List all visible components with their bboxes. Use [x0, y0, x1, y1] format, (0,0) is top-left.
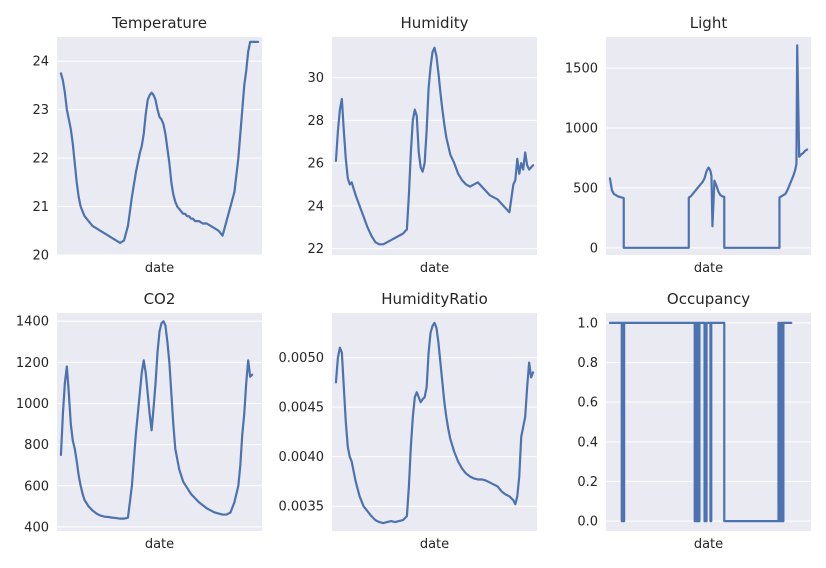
temperature-ytick-label: 22 [32, 152, 49, 167]
co2-ytick-label: 1200 [16, 356, 49, 371]
humidity-ytick-label: 26 [307, 157, 324, 172]
temperature-series-line [59, 40, 260, 244]
light-ytick-label: 1000 [565, 122, 598, 137]
humidityratio-xlabel: date [420, 537, 449, 552]
temperature-panel: 20 21 22 23 24 Temperature date [32, 14, 262, 276]
humidity-title: Humidity [400, 14, 468, 32]
occupancy-ytick-label: 0.4 [577, 435, 598, 450]
co2-ytick-label: 600 [24, 479, 49, 494]
co2-plot-area [57, 313, 262, 531]
co2-ytick-label: 400 [24, 520, 49, 535]
occupancy-ytick-label: 0.0 [577, 515, 598, 530]
occupancy-ytick-label: 1.0 [577, 316, 598, 331]
humidity-xlabel: date [420, 261, 449, 276]
temperature-plot-area [57, 37, 262, 255]
occupancy-ytick-label: 0.6 [577, 396, 598, 411]
humidity-series-line [334, 46, 535, 246]
light-panel: 0 500 1000 1500 Light date [565, 14, 811, 276]
co2-series-line [59, 320, 254, 520]
co2-ytick-label: 1000 [16, 397, 49, 412]
occupancy-plot-area [606, 313, 811, 531]
light-ytick-label: 500 [573, 181, 598, 196]
co2-title: CO2 [144, 290, 176, 308]
humidityratio-series-line [334, 321, 535, 525]
occupancy-panel: 0.0 0.2 0.4 0.6 0.8 1.0 Occupancy date [577, 290, 811, 552]
humidityratio-ytick-label: 0.0050 [279, 351, 325, 366]
humidity-plot-area [332, 37, 537, 255]
humidity-ytick-label: 22 [307, 242, 324, 257]
humidity-ytick-label: 24 [307, 199, 324, 214]
humidityratio-title: HumidityRatio [381, 290, 488, 308]
humidityratio-panel: 0.0035 0.0040 0.0045 0.0050 HumidityRatio dat… [279, 290, 537, 552]
co2-ytick-label: 800 [24, 438, 49, 453]
humidityratio-ytick-label: 0.0040 [279, 450, 325, 465]
humidity-ytick-label: 28 [307, 114, 324, 129]
co2-xlabel: date [145, 537, 174, 552]
light-ytick-label: 0 [590, 241, 598, 256]
occupancy-xlabel: date [694, 537, 723, 552]
humidityratio-ytick-label: 0.0045 [279, 401, 325, 416]
humidityratio-plot-area [332, 313, 537, 531]
humidityratio-ytick-label: 0.0035 [279, 500, 325, 515]
light-title: Light [690, 14, 728, 32]
occupancy-series-line [608, 321, 793, 523]
humidity-panel: 22 24 26 28 30 Humidity date [307, 14, 537, 276]
co2-panel: 400 600 800 1000 1200 1400 CO2 date [16, 290, 262, 552]
temperature-title: Temperature [111, 14, 207, 32]
temperature-ytick-label: 23 [32, 103, 49, 118]
temperature-ytick-label: 21 [32, 200, 49, 215]
occupancy-ytick-label: 0.8 [577, 356, 598, 371]
co2-ytick-label: 1400 [16, 315, 49, 330]
occupancy-ytick-label: 0.2 [577, 475, 598, 490]
humidity-ytick-label: 30 [307, 71, 324, 86]
light-series-line [608, 44, 809, 249]
light-plot-area [606, 37, 811, 255]
light-ytick-label: 1500 [565, 62, 598, 77]
temperature-ytick-label: 20 [32, 249, 49, 264]
temperature-xlabel: date [145, 261, 174, 276]
light-xlabel: date [694, 261, 723, 276]
temperature-ytick-label: 24 [32, 55, 49, 70]
occupancy-title: Occupancy [667, 290, 750, 308]
